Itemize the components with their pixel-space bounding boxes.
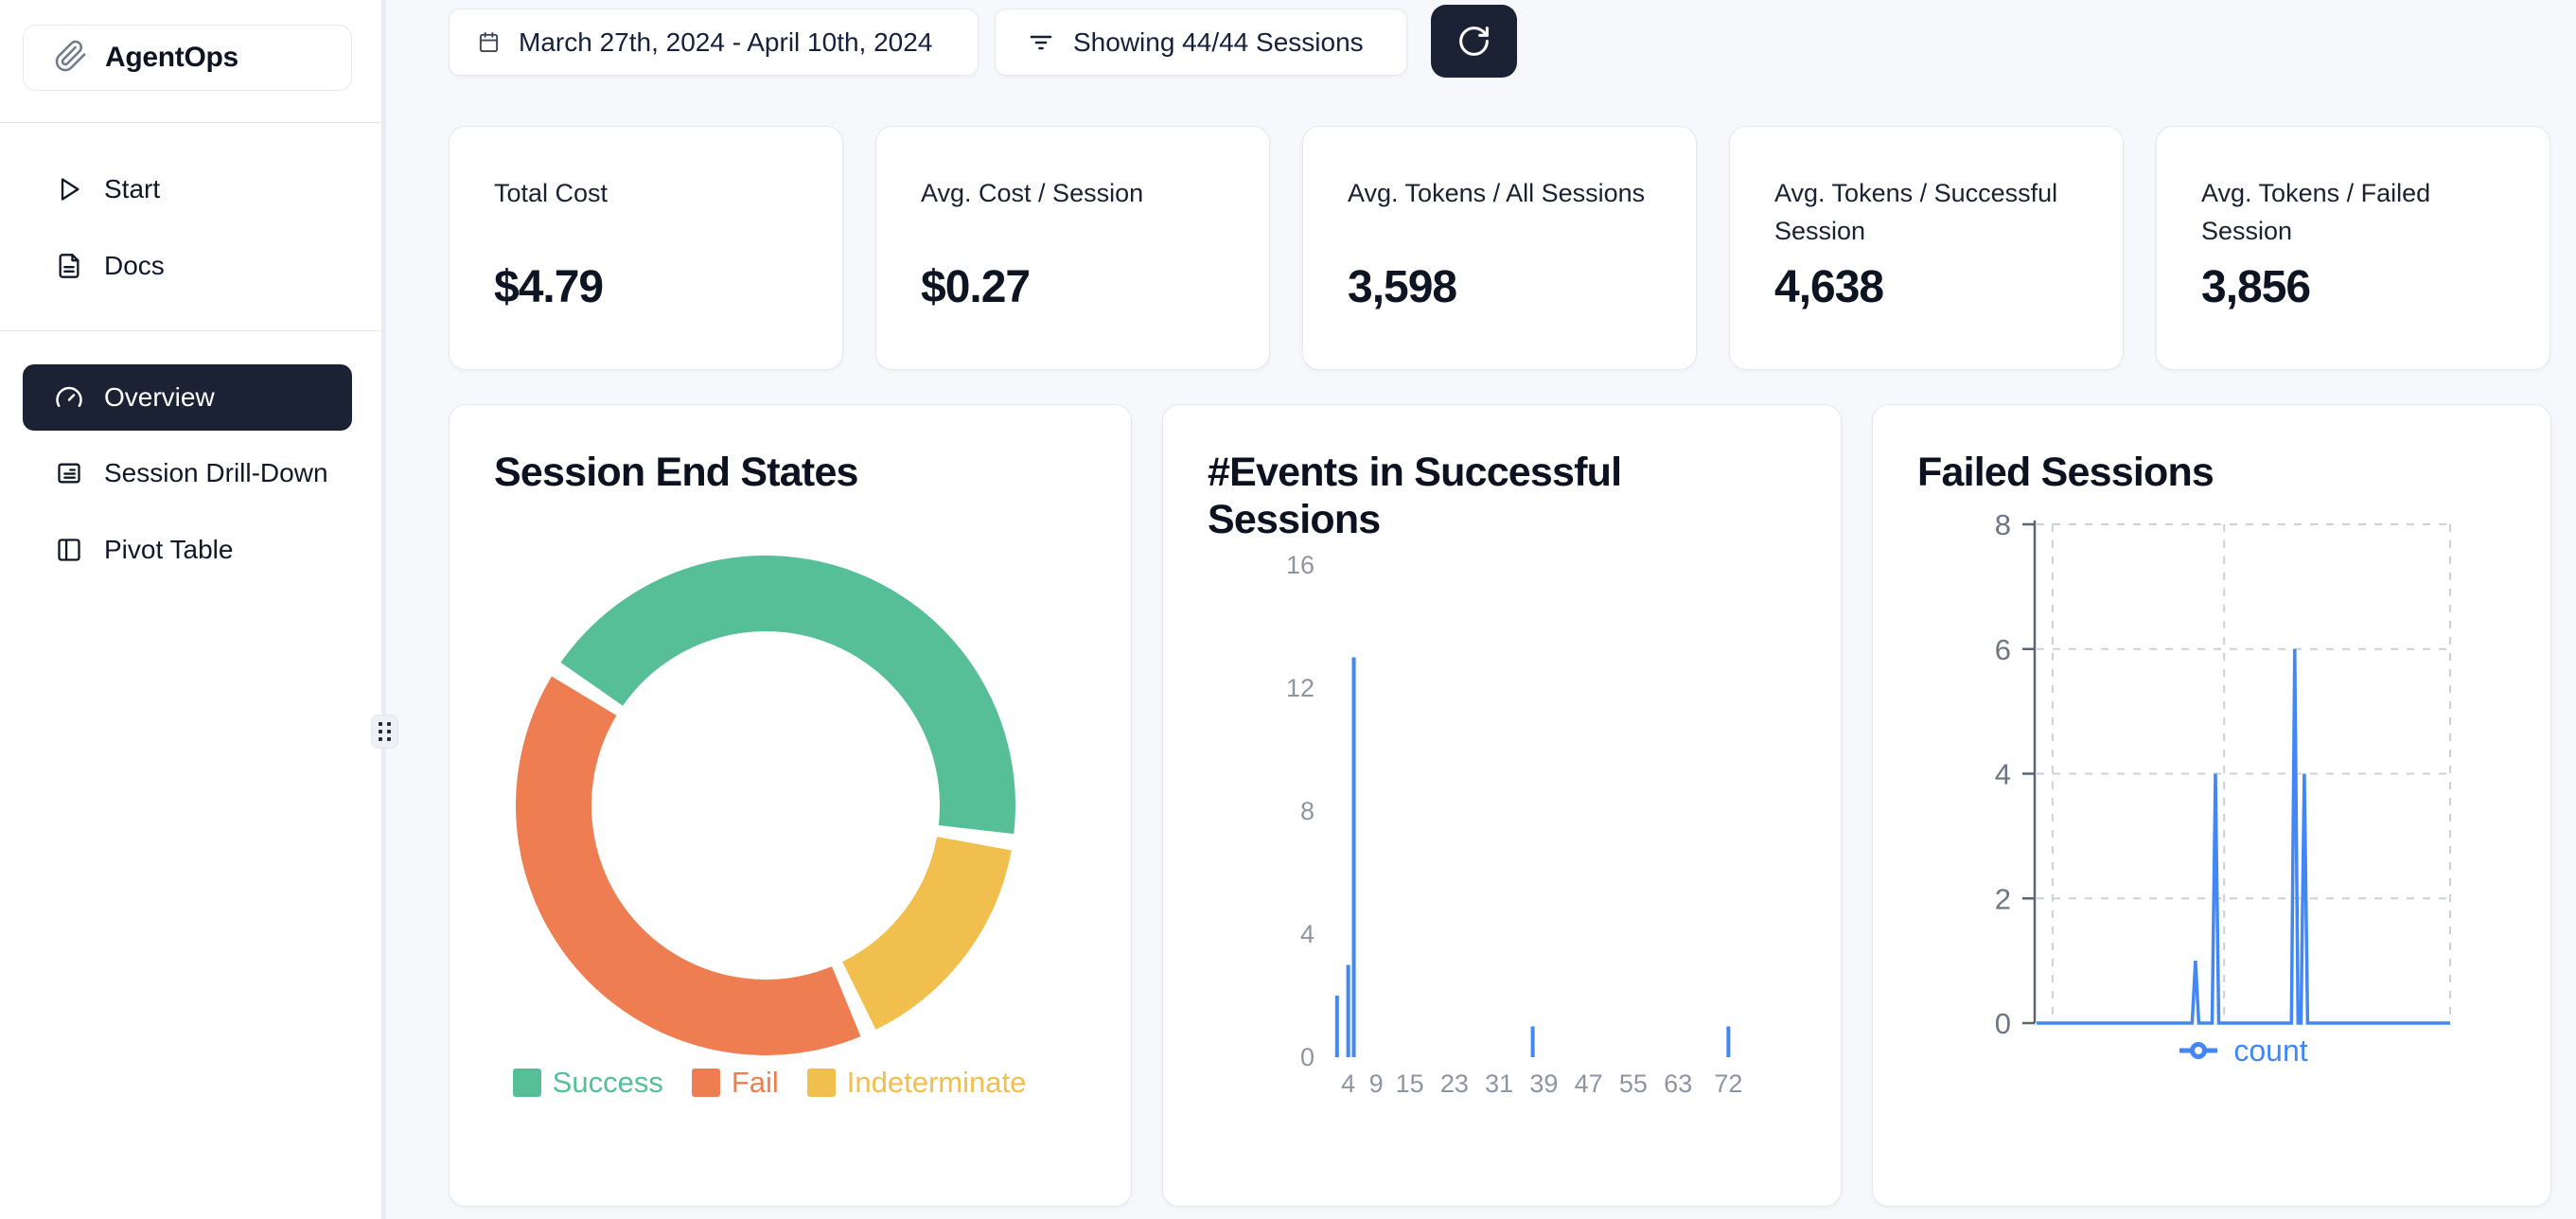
svg-text:72: 72 (1714, 1069, 1742, 1098)
sidebar-item-label: Session Drill-Down (104, 458, 328, 487)
svg-text:63: 63 (1664, 1069, 1692, 1098)
svg-text:4: 4 (1300, 920, 1314, 948)
svg-text:4: 4 (1995, 758, 2011, 791)
pivot-table-icon (55, 536, 83, 564)
session-end-states-card: Session End States Success Fail Indeterm… (449, 404, 1132, 1207)
stat-label: Avg. Tokens / All Sessions (1348, 179, 1646, 207)
svg-text:0: 0 (1300, 1043, 1314, 1071)
svg-text:47: 47 (1575, 1069, 1603, 1098)
chart-title: Session End States (494, 450, 858, 495)
sidebar-item-label: Docs (104, 251, 165, 280)
play-icon (55, 175, 83, 203)
sidebar: AgentOps Start Docs Overview Session Dri… (0, 0, 384, 1219)
svg-text:4: 4 (1341, 1069, 1355, 1098)
stat-label: Avg. Tokens / Failed Session (2201, 179, 2431, 245)
count-legend: count (2035, 1030, 2450, 1071)
sidebar-item-overview[interactable]: Overview (23, 364, 352, 431)
line-marker-icon (2179, 1042, 2218, 1059)
sidebar-resize-handle[interactable] (371, 715, 398, 749)
legend-label-indeterminate: Indeterminate (846, 1066, 1027, 1099)
failed-sessions-card: Failed Sessions 0 2 4 6 8 count (1872, 404, 2551, 1207)
svg-text:2: 2 (1995, 882, 2011, 915)
agentops-logo[interactable]: AgentOps (23, 25, 352, 91)
gauge-icon (55, 383, 83, 412)
stat-value: $4.79 (494, 262, 604, 312)
sidebar-divider (0, 122, 382, 123)
stat-card-total-cost: Total Cost $4.79 (449, 126, 843, 370)
chart-title: #Events in Successful Sessions (1208, 450, 1622, 542)
svg-text:31: 31 (1485, 1069, 1513, 1098)
sessions-filter-button[interactable]: Showing 44/44 Sessions (995, 9, 1407, 76)
paperclip-logo-icon (54, 39, 88, 78)
svg-text:0: 0 (1995, 1007, 2011, 1040)
sidebar-item-label: Start (104, 174, 161, 203)
stat-value: 3,598 (1348, 262, 1457, 312)
sidebar-item-session-drill-down[interactable]: Session Drill-Down (23, 445, 352, 502)
sidebar-border (381, 0, 386, 1219)
svg-text:12: 12 (1286, 674, 1314, 702)
svg-text:8: 8 (1995, 508, 2011, 541)
stat-value: $0.27 (921, 262, 1031, 312)
legend-swatch-success (512, 1069, 541, 1097)
refresh-icon (1456, 24, 1491, 59)
stat-label: Avg. Tokens / Successful Session (1774, 179, 2058, 245)
events-in-successful-sessions-card: #Events in Successful Sessions 0 4 8 12 16 4 9… (1162, 404, 1842, 1207)
sidebar-item-docs[interactable]: Docs (23, 238, 352, 294)
calendar-icon (478, 31, 500, 53)
donut-legend-item: Fail (691, 1066, 779, 1100)
sidebar-item-start[interactable]: Start (23, 161, 352, 218)
donut-legend: Success Fail Indeterminate (450, 1066, 1089, 1100)
svg-text:15: 15 (1396, 1069, 1424, 1098)
session-list-icon (55, 459, 83, 487)
date-range-label: March 27th, 2024 - April 10th, 2024 (519, 26, 933, 57)
filter-icon (1028, 29, 1054, 56)
donut-legend-item: Success (512, 1066, 663, 1100)
svg-text:23: 23 (1440, 1069, 1469, 1098)
failed-sessions-line-chart: 0 2 4 6 8 (1995, 508, 2451, 1040)
date-range-button[interactable]: March 27th, 2024 - April 10th, 2024 (449, 9, 979, 76)
sidebar-divider (0, 330, 382, 331)
grip-dots-icon (379, 722, 391, 741)
stat-card-avg-tokens-all: Avg. Tokens / All Sessions 3,598 (1302, 126, 1697, 370)
sidebar-item-label: Pivot Table (104, 535, 234, 564)
refresh-button[interactable] (1431, 5, 1517, 78)
donut-legend-item: Indeterminate (806, 1066, 1027, 1100)
svg-text:55: 55 (1619, 1069, 1648, 1098)
count-legend-label: count (2233, 1033, 2308, 1068)
donut-chart (516, 556, 1015, 1055)
svg-text:16: 16 (1286, 551, 1314, 579)
stat-card-avg-tokens-failed: Avg. Tokens / Failed Session 3,856 (2156, 126, 2550, 370)
legend-label-success: Success (552, 1066, 663, 1099)
stats-row: Total Cost $4.79 Avg. Cost / Session $0.… (449, 126, 2550, 370)
legend-swatch-indeterminate (806, 1069, 836, 1097)
stat-value: 4,638 (1774, 262, 1884, 312)
docs-icon (55, 252, 83, 280)
stat-card-avg-cost-session: Avg. Cost / Session $0.27 (875, 126, 1270, 370)
svg-text:6: 6 (1995, 633, 2011, 666)
chart-title: Failed Sessions (1917, 450, 2214, 495)
svg-text:9: 9 (1369, 1069, 1384, 1098)
stat-label: Avg. Cost / Session (921, 179, 1144, 207)
logo-text: AgentOps (105, 42, 238, 73)
stat-label: Total Cost (494, 179, 609, 207)
stat-card-avg-tokens-successful: Avg. Tokens / Successful Session 4,638 (1729, 126, 2124, 370)
sidebar-item-label: Overview (104, 382, 215, 412)
svg-text:39: 39 (1529, 1069, 1558, 1098)
sidebar-item-pivot-table[interactable]: Pivot Table (23, 521, 352, 578)
legend-label-fail: Fail (731, 1066, 779, 1099)
svg-text:8: 8 (1300, 797, 1314, 825)
sessions-filter-label: Showing 44/44 Sessions (1073, 26, 1364, 57)
stat-value: 3,856 (2201, 262, 2311, 312)
legend-swatch-fail (691, 1069, 720, 1097)
